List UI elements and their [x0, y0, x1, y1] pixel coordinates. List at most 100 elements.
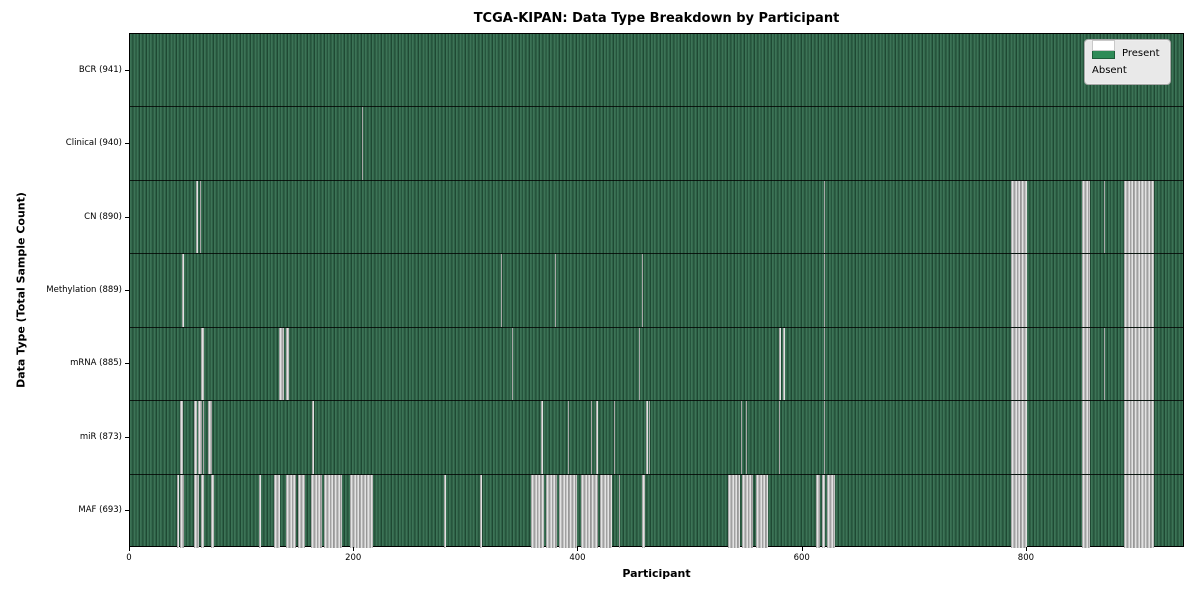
row-BCR [130, 34, 1183, 108]
y-tick-label-CN: CN (890) [84, 211, 122, 222]
absent-stripe [596, 401, 598, 474]
absent-stripe [599, 474, 613, 548]
absent-stripe [196, 180, 199, 254]
absent-stripe [1081, 180, 1090, 254]
absent-stripe [349, 474, 374, 548]
absent-stripe [649, 401, 651, 474]
legend: Present Absent [1084, 39, 1171, 85]
absent-stripe [782, 327, 785, 401]
x-tick-mark [801, 547, 803, 551]
x-tick-mark [1025, 547, 1027, 551]
absent-stripe [545, 474, 558, 548]
absent-stripe [285, 474, 296, 548]
absent-stripe [823, 254, 826, 327]
x-tick-mark [577, 547, 579, 551]
plot-area [129, 33, 1184, 548]
y-tick-mark [125, 436, 129, 438]
row-CN [130, 180, 1183, 255]
absent-stripe [1081, 401, 1090, 474]
row-mRNA [130, 327, 1183, 402]
absent-stripe [745, 401, 747, 474]
x-tick-label: 0 [126, 553, 132, 563]
absent-stripe [642, 254, 644, 327]
absent-stripe [199, 180, 201, 254]
absent-stripe [823, 180, 826, 254]
x-tick-label: 200 [345, 553, 362, 563]
absent-stripe [639, 327, 641, 401]
absent-stripe [1124, 254, 1154, 327]
absent-stripe [1104, 327, 1106, 401]
absent-stripe [362, 107, 364, 180]
y-tick-mark [125, 216, 129, 218]
absent-stripe [501, 254, 503, 327]
absent-stripe [1124, 474, 1154, 548]
absent-stripe [755, 474, 768, 548]
absent-stripe [1011, 180, 1027, 254]
legend-item-absent: Absent [1092, 40, 1160, 79]
x-axis-label: Participant [622, 567, 691, 580]
y-tick-mark [125, 143, 129, 145]
absent-stripe [200, 474, 204, 548]
y-tick-mark [125, 69, 129, 71]
legend-swatch-absent [1092, 40, 1115, 51]
absent-stripe [279, 327, 284, 401]
row-Clinical [130, 107, 1183, 181]
absent-stripe [210, 474, 215, 548]
absent-stripe [208, 401, 212, 474]
absent-stripe [1081, 474, 1090, 548]
x-tick-label: 400 [569, 553, 586, 563]
x-tick-mark [129, 547, 130, 551]
absent-stripe [823, 401, 826, 474]
absent-stripe [823, 327, 826, 401]
absent-stripe [618, 474, 620, 548]
absent-stripe [200, 327, 204, 401]
absent-stripe [742, 474, 754, 548]
absent-stripe [568, 401, 570, 474]
absent-stripe [177, 474, 180, 548]
absent-stripe [285, 327, 290, 401]
absent-stripe [1104, 180, 1106, 254]
absent-stripe [1081, 327, 1090, 401]
absent-stripe [193, 474, 200, 548]
absent-stripe [727, 474, 740, 548]
absent-stripe [541, 401, 543, 474]
absent-stripe [258, 474, 262, 548]
absent-stripe [590, 401, 592, 474]
absent-stripe [779, 401, 781, 474]
y-tick-label-Clinical: Clinical (940) [65, 138, 122, 149]
absent-stripe [193, 401, 198, 474]
absent-stripe [645, 401, 648, 474]
absent-stripe [181, 254, 184, 327]
x-tick-mark [353, 547, 355, 551]
absent-stripe [580, 474, 598, 548]
absent-stripe [1011, 327, 1027, 401]
y-tick-label-Methylation: Methylation (889) [46, 285, 122, 295]
absent-stripe [323, 474, 342, 548]
chart-title: TCGA-KIPAN: Data Type Breakdown by Parti… [473, 11, 840, 26]
row-Methylation [130, 254, 1183, 328]
absent-stripe [559, 474, 578, 548]
absent-stripe [1011, 474, 1027, 548]
absent-stripe [554, 254, 557, 327]
absent-stripe [531, 474, 544, 548]
absent-stripe [310, 474, 322, 548]
y-tick-mark [125, 510, 129, 512]
y-tick-mark [125, 363, 129, 365]
absent-stripe [1011, 254, 1027, 327]
y-tick-mark [125, 290, 129, 291]
absent-stripe [202, 401, 204, 474]
absent-stripe [479, 474, 483, 548]
x-tick-label: 600 [793, 553, 810, 563]
absent-stripe [821, 474, 826, 548]
absent-stripe [779, 327, 782, 401]
x-tick-label: 800 [1017, 553, 1035, 563]
y-tick-label-miR: miR (873) [79, 431, 122, 442]
absent-stripe [816, 474, 820, 548]
absent-stripe [741, 401, 743, 474]
absent-stripe [298, 474, 305, 548]
legend-label: Absent [1092, 65, 1127, 76]
absent-stripe [827, 474, 836, 548]
absent-stripe [443, 474, 447, 548]
y-tick-label-BCR: BCR (941) [78, 64, 122, 75]
